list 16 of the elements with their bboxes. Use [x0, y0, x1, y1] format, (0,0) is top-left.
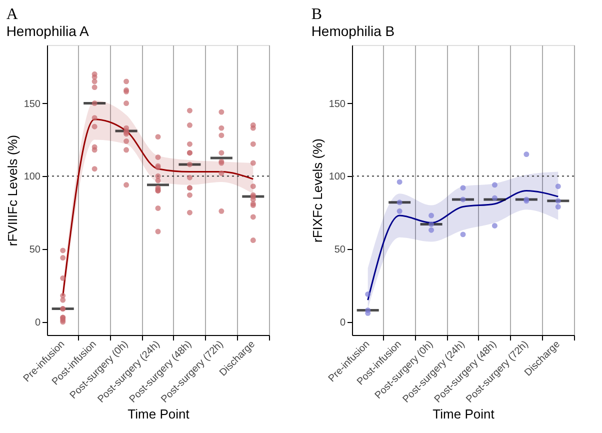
y-axis-title: rFVIIIFc Levels (%) — [4, 134, 20, 246]
y-tick-label: 50 — [29, 244, 41, 256]
x-axis-title: Time Point — [432, 406, 495, 422]
y-tick-label: 150 — [24, 98, 41, 110]
y-tick-label: 0 — [34, 317, 41, 328]
y-tick-label: 0 — [340, 317, 346, 328]
chart-subtitle: Hemophilia B — [311, 23, 395, 39]
chart-title: B — [311, 6, 322, 23]
x-axis-title: Time Point — [128, 406, 190, 422]
chart-title: A — [6, 6, 18, 23]
y-tick-label: 100 — [24, 172, 41, 183]
y-axis-title: rFIXFc Levels (%) — [310, 138, 325, 243]
y-tick-label: 50 — [334, 244, 346, 256]
y-tick-label: 100 — [328, 172, 346, 183]
chart-subtitle: Hemophilia A — [6, 23, 90, 39]
y-tick-label: 150 — [328, 98, 346, 110]
